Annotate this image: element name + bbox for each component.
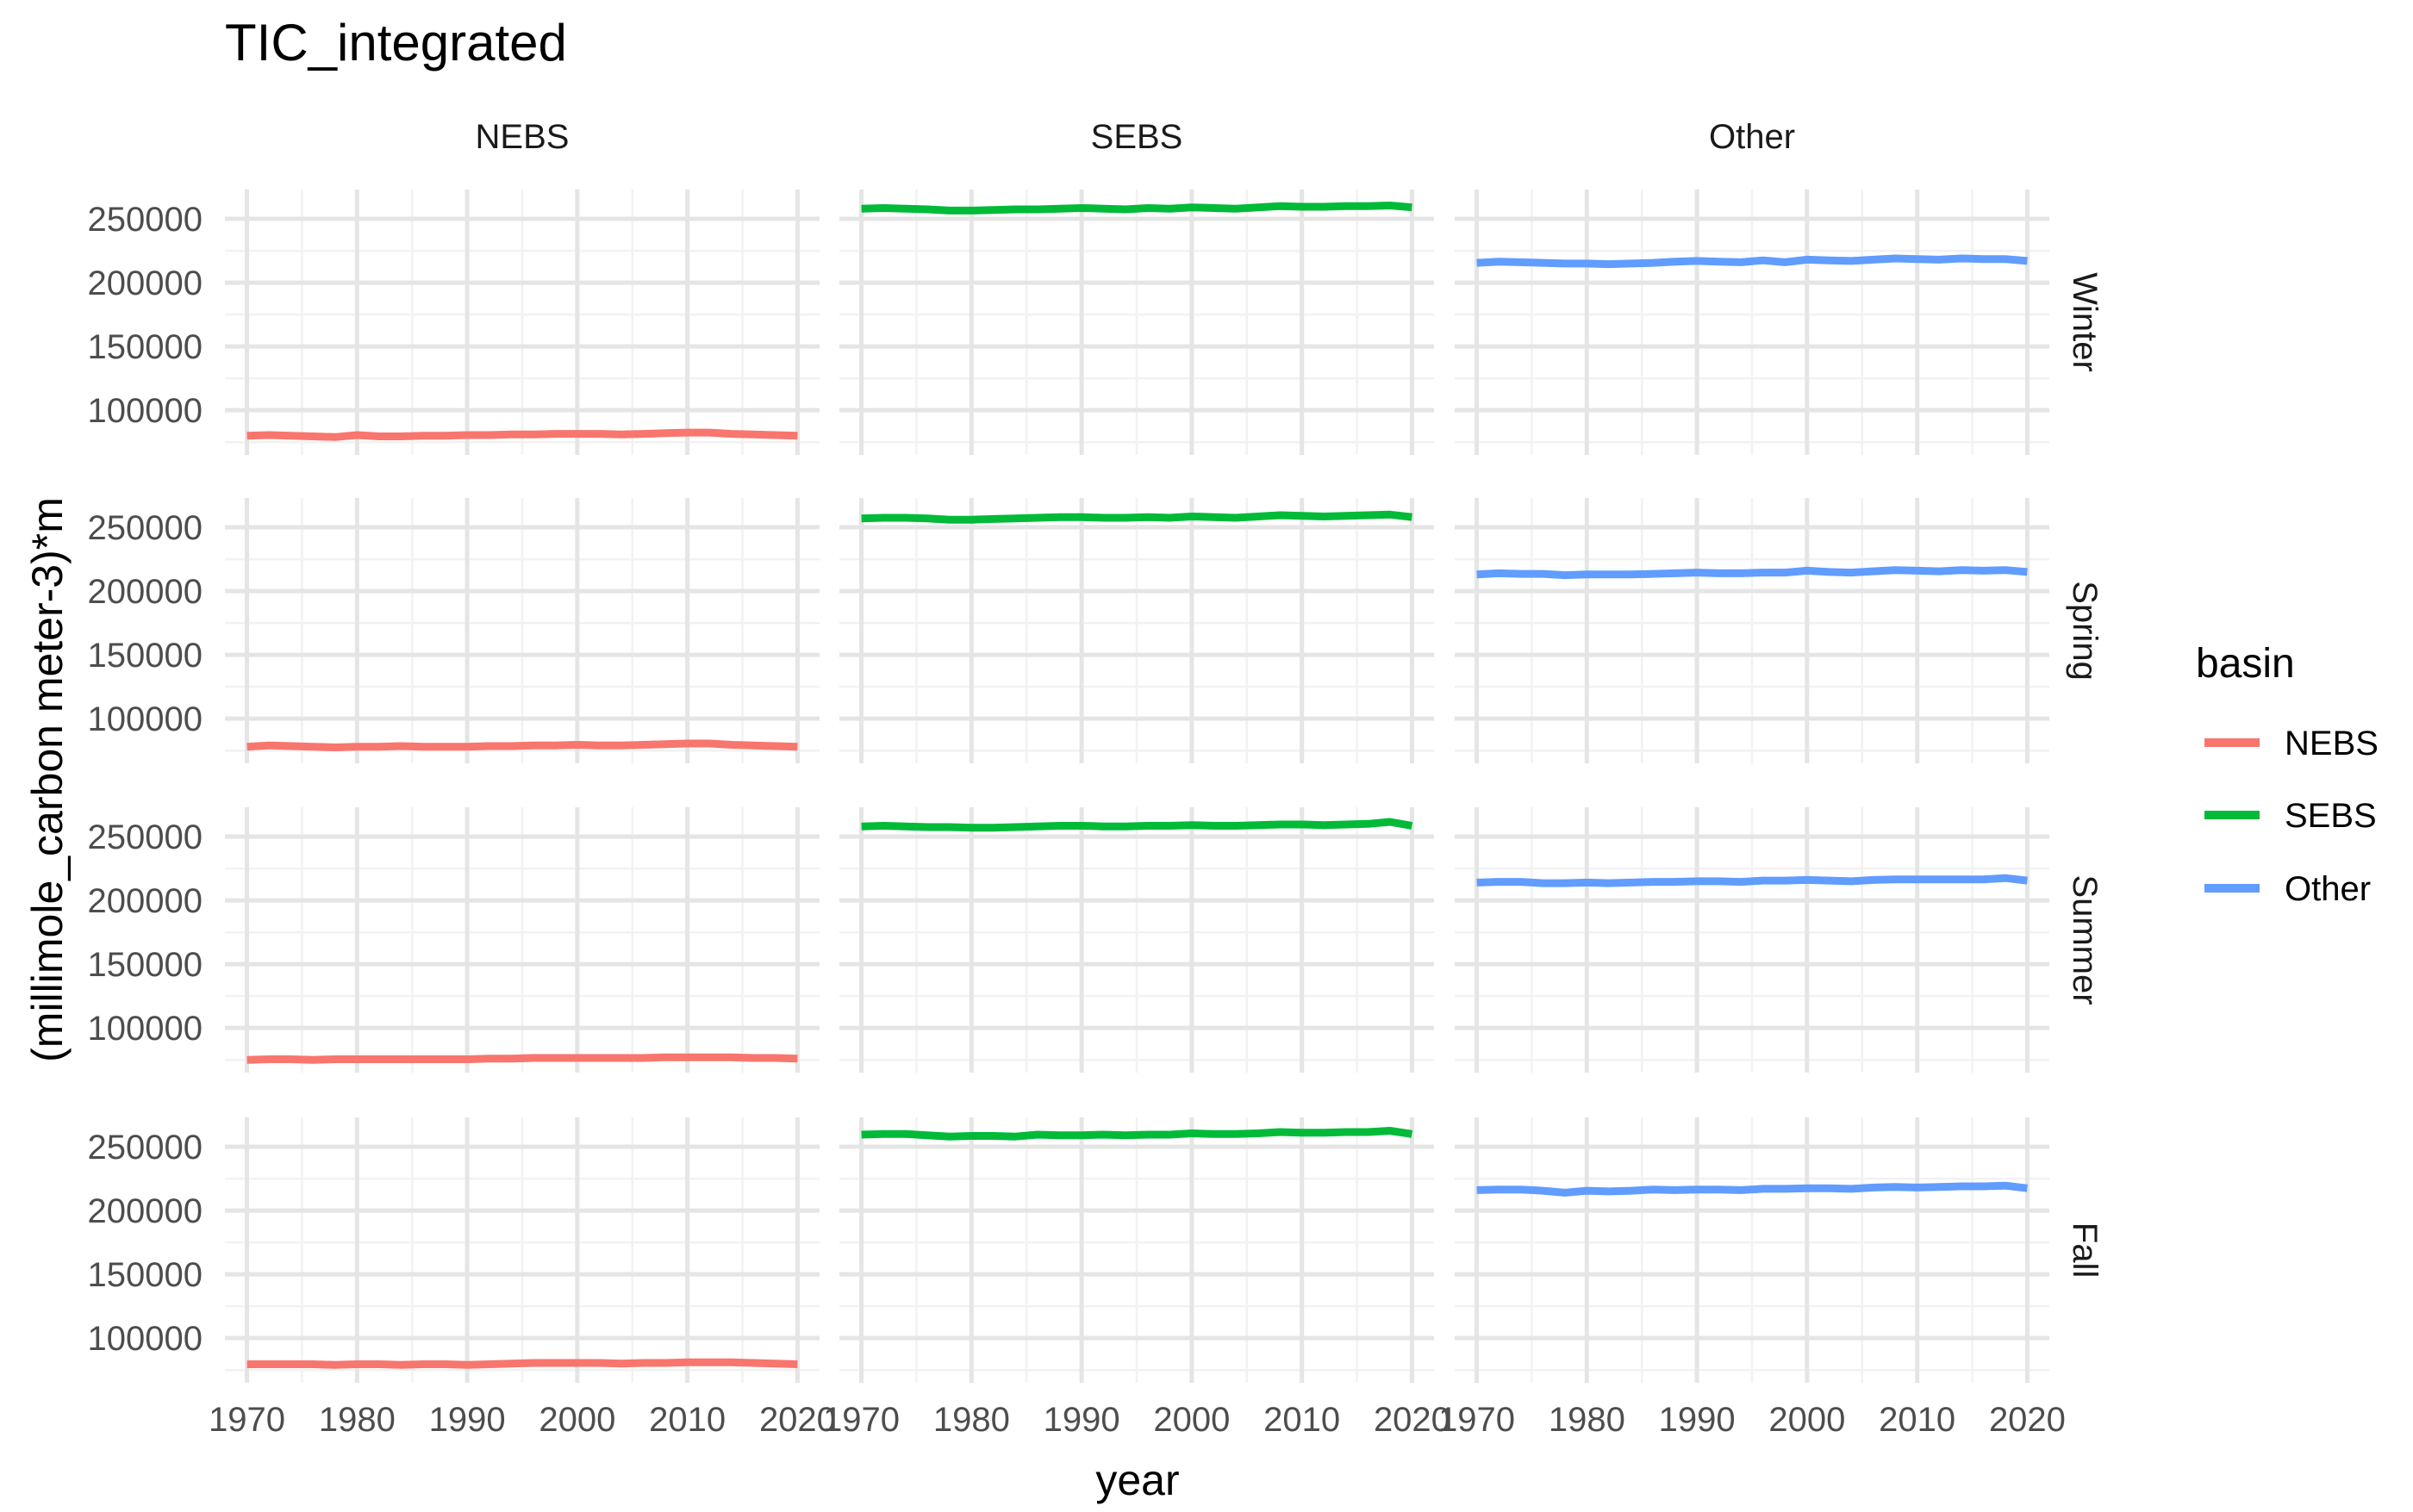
y-tick-label: 200000 (88, 1192, 203, 1230)
panel-summer-other (1455, 807, 2049, 1073)
series-line-nebs (246, 1053, 798, 1064)
legend-label-other: Other (2285, 870, 2371, 908)
panel-fall-other: 1970 1980 1990 2000 2010 2020 (1438, 1117, 2066, 1439)
panel-spring-other (1455, 498, 2049, 763)
x-tick-label: 2010 (1879, 1401, 1955, 1439)
facet-strip-other: Other (1709, 118, 1795, 156)
x-tick-label: 2020 (1374, 1401, 1450, 1439)
series-line-nebs (246, 739, 798, 751)
panel-winter-nebs: 100000 150000 200000 250000 (88, 190, 820, 455)
y-axis-label: (millimole_carbon meter-3)*m (23, 497, 72, 1062)
facet-strip-fall: Fall (2066, 1223, 2104, 1278)
x-tick-label: 2010 (1263, 1401, 1340, 1439)
x-tick-label: 2000 (1768, 1401, 1845, 1439)
panel-summer-sebs (839, 807, 1434, 1073)
x-tick-label: 2000 (1153, 1401, 1230, 1439)
x-tick-label: 1990 (1659, 1401, 1736, 1439)
facet-strip-winter: Winter (2066, 272, 2104, 372)
y-tick-label: 250000 (88, 818, 203, 856)
x-tick-label: 1970 (823, 1401, 900, 1439)
x-tick-label: 1970 (209, 1401, 285, 1439)
panel-summer-nebs: 100000 150000 200000 250000 (88, 807, 820, 1073)
y-tick-label: 250000 (88, 1129, 203, 1167)
x-tick-label: 1990 (1044, 1401, 1120, 1439)
legend-item-sebs: SEBS (2204, 797, 2377, 835)
panel-spring-nebs: 100000 150000 200000 250000 (88, 498, 820, 763)
panel-winter-other (1455, 190, 2049, 455)
y-tick-label: 250000 (88, 201, 203, 239)
x-tick-label: 2000 (539, 1401, 615, 1439)
x-tick-label: 1980 (1549, 1401, 1625, 1439)
y-tick-label: 250000 (88, 509, 203, 547)
y-tick-label: 150000 (88, 1256, 203, 1294)
chart-title: TIC_integrated (225, 14, 567, 72)
facet-panels: NEBS SEBS Other Winter Spring Summer Fall 10000… (88, 118, 2104, 1439)
legend: basin NEBS SEBS Other (2196, 641, 2379, 908)
panel-winter-sebs (839, 190, 1434, 455)
x-tick-label: 2020 (759, 1401, 836, 1439)
series-line-sebs (861, 510, 1412, 524)
y-tick-label: 100000 (88, 1010, 203, 1048)
y-tick-label: 200000 (88, 264, 203, 302)
facet-strip-summer: Summer (2066, 874, 2104, 1005)
series-line-nebs (246, 428, 798, 441)
series-line-other (1476, 254, 2028, 269)
legend-title: basin (2196, 641, 2295, 687)
panel-fall-sebs: 1970 1980 1990 2000 2010 2020 (823, 1117, 1450, 1439)
series-line-other (1476, 1181, 2028, 1197)
series-line-other (1476, 566, 2028, 580)
y-tick-label: 100000 (88, 392, 203, 430)
x-tick-label: 2010 (649, 1401, 726, 1439)
x-tick-label: 1980 (319, 1401, 396, 1439)
legend-label-sebs: SEBS (2285, 797, 2377, 835)
panel-spring-sebs (839, 498, 1434, 763)
y-tick-label: 150000 (88, 946, 203, 984)
y-tick-label: 150000 (88, 328, 203, 366)
legend-item-nebs: NEBS (2204, 725, 2379, 762)
series-line-sebs (861, 818, 1413, 832)
panel-fall-nebs: 100000 150000 200000 250000 1970 1980 1990 2000… (88, 1117, 836, 1439)
y-tick-label: 100000 (88, 700, 203, 738)
x-tick-label: 1970 (1438, 1401, 1515, 1439)
series-line-sebs (861, 1127, 1413, 1141)
facet-strip-sebs: SEBS (1091, 118, 1183, 156)
series-line-sebs (861, 202, 1412, 215)
x-tick-label: 2020 (1989, 1401, 2066, 1439)
x-tick-label: 1980 (933, 1401, 1010, 1439)
legend-item-other: Other (2204, 870, 2371, 908)
facet-strip-nebs: NEBS (476, 118, 570, 156)
series-line-other (1476, 874, 2028, 887)
legend-label-nebs: NEBS (2285, 725, 2379, 762)
y-tick-label: 200000 (88, 573, 203, 611)
series-line-nebs (246, 1358, 798, 1369)
facet-strip-spring: Spring (2066, 581, 2104, 681)
y-tick-label: 150000 (88, 637, 203, 675)
x-axis-label: year (1095, 1456, 1179, 1504)
x-tick-label: 1990 (429, 1401, 506, 1439)
y-tick-label: 200000 (88, 882, 203, 920)
y-tick-label: 100000 (88, 1320, 203, 1358)
